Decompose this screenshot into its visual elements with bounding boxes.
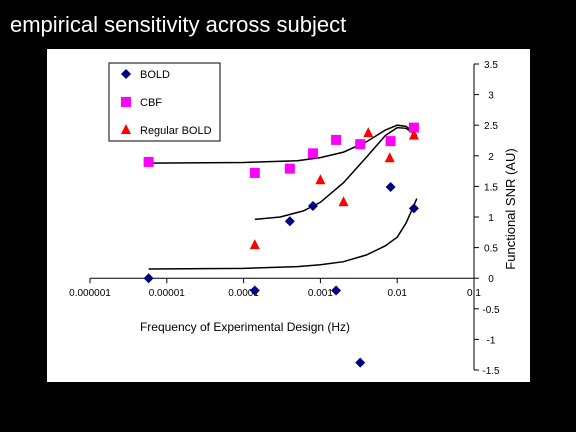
y-tick-label: 2.5 <box>484 121 498 132</box>
legend-label-cbf: CBF <box>140 97 162 109</box>
axes <box>89 63 479 371</box>
cbf-point <box>408 122 419 133</box>
y-tick-label: -1 <box>487 335 496 346</box>
y-tick-label: -0.5 <box>482 305 500 316</box>
x-axis-label: Frequency of Experimental Design (Hz) <box>140 320 350 334</box>
cbf-point <box>249 167 260 178</box>
bold-point <box>143 273 154 284</box>
y-tick-label: 3.5 <box>484 60 498 71</box>
tick-labels: 0.000001 0.00001 0.0001 0.001 0.01 0.1 3.5 3 2.5… <box>69 60 500 377</box>
legend-label-regular-bold: Regular BOLD <box>140 125 212 137</box>
bold-point <box>385 182 396 193</box>
slide-title: empirical sensitivity across subject <box>10 12 347 37</box>
x-tick-label: 0.000001 <box>69 288 111 299</box>
x-tick-label: 0.00001 <box>149 288 186 299</box>
y-tick-label: 0 <box>488 274 494 285</box>
cbf-point <box>143 156 154 167</box>
y-tick-label: -1.5 <box>482 366 500 377</box>
trendlines <box>148 124 418 270</box>
legend-marker-bold <box>121 69 131 79</box>
cbf-point <box>331 134 342 145</box>
legend: BOLD CBF Regular BOLD <box>108 62 221 142</box>
y-tick-label: 1.5 <box>484 182 498 193</box>
x-tick-label: 0.01 <box>387 288 407 299</box>
y-tick-label: 3 <box>488 91 494 102</box>
trendline-1 <box>148 198 418 270</box>
legend-marker-cbf <box>121 97 131 107</box>
legend-label-bold: BOLD <box>140 69 170 81</box>
regular-bold-point <box>408 129 419 140</box>
y-tick-label: 2 <box>488 152 494 163</box>
cbf-point <box>307 148 318 159</box>
trendline-2 <box>254 126 418 221</box>
data-points <box>143 122 419 368</box>
trendline-3 <box>148 124 418 164</box>
cbf-point <box>355 139 366 150</box>
regular-bold-point <box>384 152 395 163</box>
cbf-point <box>284 163 295 174</box>
y-tick-label: 1 <box>488 213 494 224</box>
y-tick-label: 0.5 <box>484 244 498 255</box>
scatter-chart: 0.000001 0.00001 0.0001 0.001 0.01 0.1 3.5 3 2.5… <box>69 60 518 377</box>
y-axis-label: Functional SNR (AU) <box>503 148 518 269</box>
bold-point <box>408 203 419 214</box>
bold-point <box>355 357 366 368</box>
bold-point <box>331 285 342 296</box>
bold-point <box>249 285 260 296</box>
bold-point <box>307 200 318 211</box>
x-tick-label: 0.1 <box>467 288 481 299</box>
regular-bold-point <box>315 174 326 185</box>
bold-point <box>284 216 295 227</box>
legend-marker-regular-bold <box>121 124 131 134</box>
x-tick-label: 0.001 <box>308 288 333 299</box>
regular-bold-point <box>363 127 374 138</box>
x-tick-label: 0.0001 <box>228 288 259 299</box>
regular-bold-point <box>249 239 260 250</box>
cbf-point <box>385 136 396 147</box>
regular-bold-point <box>338 196 349 207</box>
chart-panel: 0.000001 0.00001 0.0001 0.001 0.01 0.1 3.5 3 2.5… <box>47 49 530 382</box>
